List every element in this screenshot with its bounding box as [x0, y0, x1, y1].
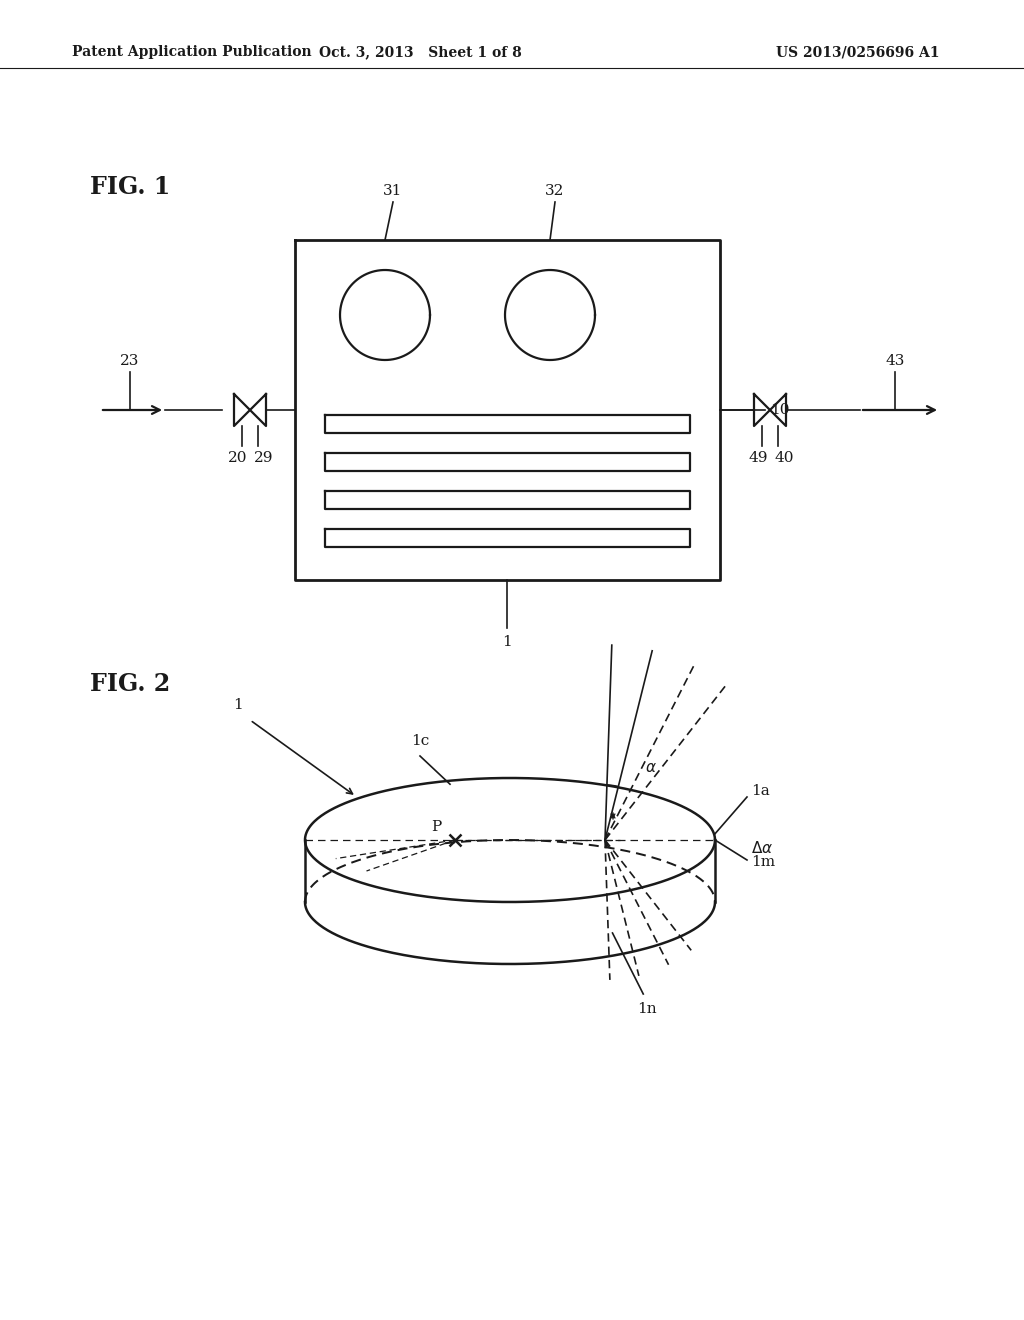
Text: 43: 43 — [886, 354, 904, 368]
Text: 23: 23 — [120, 354, 139, 368]
Text: 1n: 1n — [637, 1002, 657, 1016]
Text: 40: 40 — [774, 451, 794, 465]
Text: Patent Application Publication: Patent Application Publication — [72, 45, 311, 59]
Text: 1m: 1m — [751, 855, 775, 869]
Text: 1: 1 — [233, 698, 243, 711]
Text: $\Delta\alpha$: $\Delta\alpha$ — [751, 840, 773, 855]
Text: 29: 29 — [254, 451, 273, 465]
Text: 10: 10 — [770, 403, 790, 417]
Text: FIG. 1: FIG. 1 — [90, 176, 170, 199]
Text: 31: 31 — [383, 183, 402, 198]
Text: $\alpha$: $\alpha$ — [645, 762, 656, 775]
Text: FIG. 2: FIG. 2 — [90, 672, 170, 696]
Text: 1c: 1c — [411, 734, 429, 748]
Text: Oct. 3, 2013   Sheet 1 of 8: Oct. 3, 2013 Sheet 1 of 8 — [318, 45, 521, 59]
Text: 32: 32 — [546, 183, 564, 198]
Text: 1a: 1a — [751, 784, 770, 799]
Text: 49: 49 — [749, 451, 768, 465]
Text: US 2013/0256696 A1: US 2013/0256696 A1 — [776, 45, 940, 59]
Text: 1: 1 — [502, 635, 512, 649]
Text: P: P — [431, 820, 441, 834]
Text: 20: 20 — [228, 451, 248, 465]
